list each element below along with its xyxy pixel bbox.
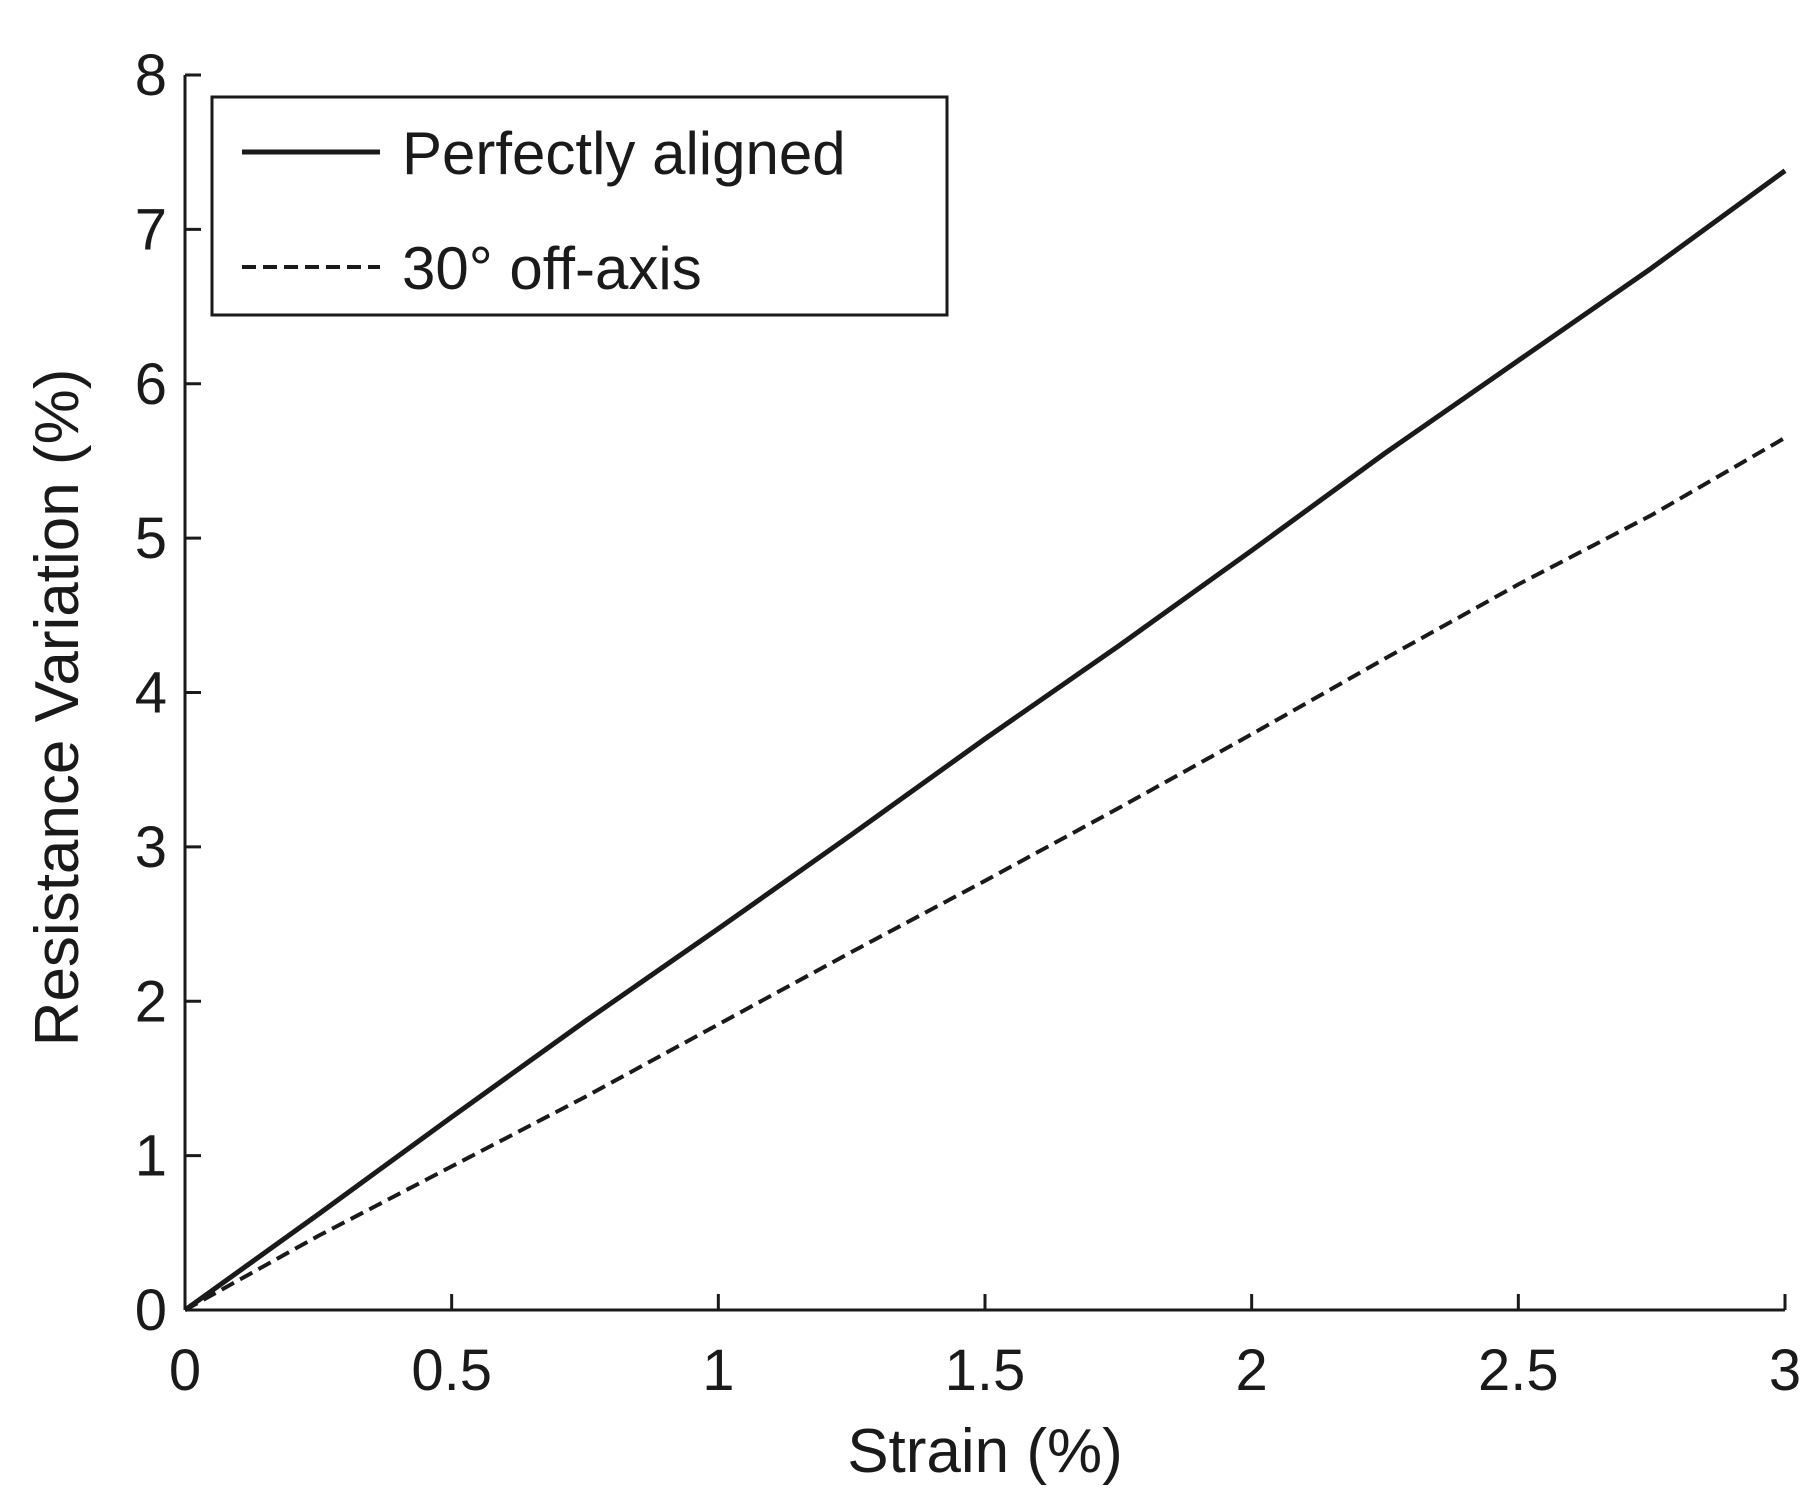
legend-label-2: 30° off-axis: [402, 235, 702, 302]
x-tick-label: 0.5: [411, 1338, 492, 1403]
legend-box: [210, 95, 949, 317]
y-axis: 0 1 2 3 4 5 6 7 8: [135, 43, 201, 1343]
y-tick-label: 7: [135, 197, 167, 262]
y-tick-label: 0: [135, 1278, 167, 1343]
y-tick-label: 4: [135, 661, 167, 726]
series-line-2: [184, 436, 1787, 1312]
x-axis-label: Strain (%): [847, 1417, 1123, 1486]
y-axis-label: Resistance Variation (%): [23, 369, 92, 1047]
y-tick-label: 3: [135, 815, 167, 880]
y-tick-label: 8: [135, 43, 167, 108]
y-tick-label: 2: [135, 969, 167, 1034]
legend: Perfectly aligned 30° off-axis: [210, 95, 949, 317]
x-tick-label: 3: [1769, 1338, 1801, 1403]
x-tick-label: 1: [702, 1338, 734, 1403]
y-tick-label: 6: [135, 352, 167, 417]
x-tick-label: 1.5: [945, 1338, 1026, 1403]
x-tick-label: 0: [169, 1338, 201, 1403]
x-axis: 0 0.5 1 1.5 2 2.5 3: [169, 1294, 1801, 1403]
x-tick-label: 2.5: [1478, 1338, 1559, 1403]
y-tick-label: 5: [135, 506, 167, 571]
legend-label-1: Perfectly aligned: [402, 120, 846, 187]
series-line-1: [183, 168, 1787, 1313]
x-tick-label: 2: [1236, 1338, 1268, 1403]
series-layer: [183, 168, 1787, 1313]
y-tick-label: 1: [135, 1124, 167, 1189]
